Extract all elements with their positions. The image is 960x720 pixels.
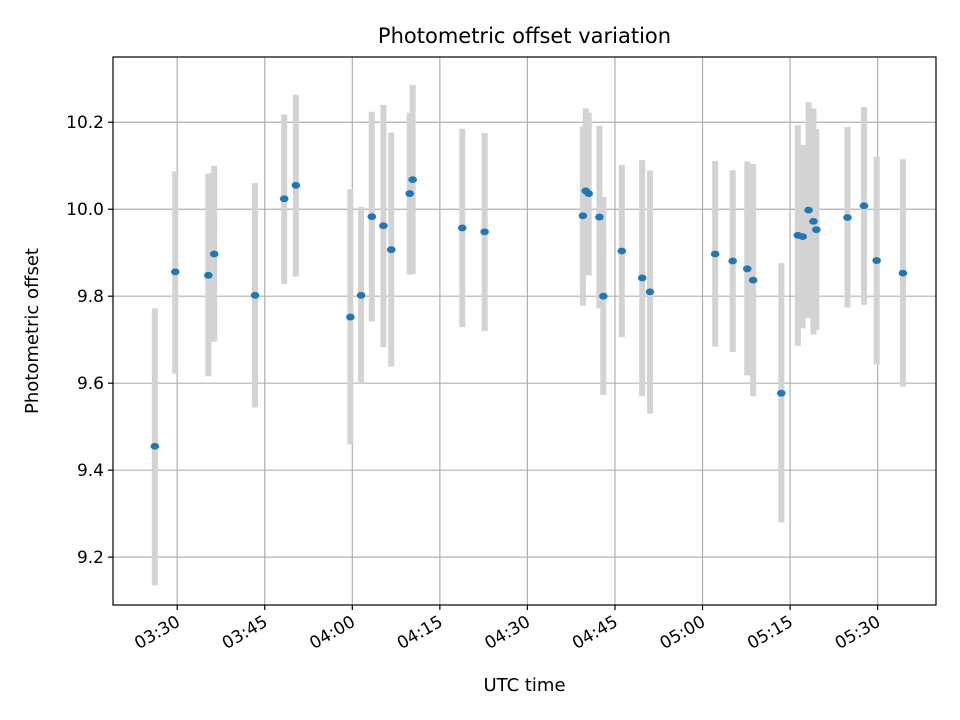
data-point — [578, 212, 588, 220]
y-tick-label: 9.4 — [77, 461, 104, 481]
data-point — [405, 190, 415, 197]
y-tick-label: 9.2 — [77, 548, 104, 568]
data-point — [804, 206, 813, 214]
data-point — [346, 313, 355, 321]
plot-frame — [112, 56, 937, 606]
data-point — [843, 214, 852, 221]
y-tick-label: 10.2 — [66, 113, 104, 133]
data-point — [584, 190, 594, 197]
plot-area: 03:30 03:45 04:00 04:15 04:30 04:45 05:00 05:15… — [66, 56, 937, 654]
data-point — [457, 224, 467, 232]
data-point — [637, 274, 647, 282]
data-point — [480, 228, 489, 236]
data-point — [386, 246, 396, 254]
data-point — [209, 250, 219, 258]
data-point — [170, 268, 180, 276]
data-point — [598, 292, 608, 300]
chart-title: Photometric offset variation — [378, 24, 671, 48]
data-point — [777, 389, 786, 397]
data-point — [748, 276, 758, 284]
y-tick-label: 9.8 — [77, 287, 104, 307]
data-point — [710, 250, 720, 258]
data-point — [728, 257, 737, 265]
data-point — [742, 265, 752, 273]
data-point — [408, 176, 417, 184]
data-point — [645, 288, 655, 296]
data-point — [204, 271, 213, 279]
data-point — [798, 233, 808, 241]
data-point — [812, 226, 821, 234]
data-point — [379, 222, 388, 230]
data-point — [898, 269, 908, 277]
data-point — [367, 213, 377, 221]
x-axis-label: UTC time — [483, 675, 565, 696]
y-tick-label: 9.6 — [77, 374, 104, 394]
data-point — [859, 202, 869, 210]
data-point — [279, 195, 289, 203]
data-point — [291, 181, 301, 189]
y-tick-label: 10.0 — [66, 200, 104, 220]
y-axis-label: Photometric offset — [22, 248, 43, 414]
data-point — [617, 247, 627, 255]
data-point — [809, 218, 818, 225]
data-point — [356, 291, 366, 299]
data-point — [250, 291, 260, 299]
data-point — [150, 442, 160, 450]
data-point — [872, 257, 881, 264]
data-point — [595, 213, 604, 221]
